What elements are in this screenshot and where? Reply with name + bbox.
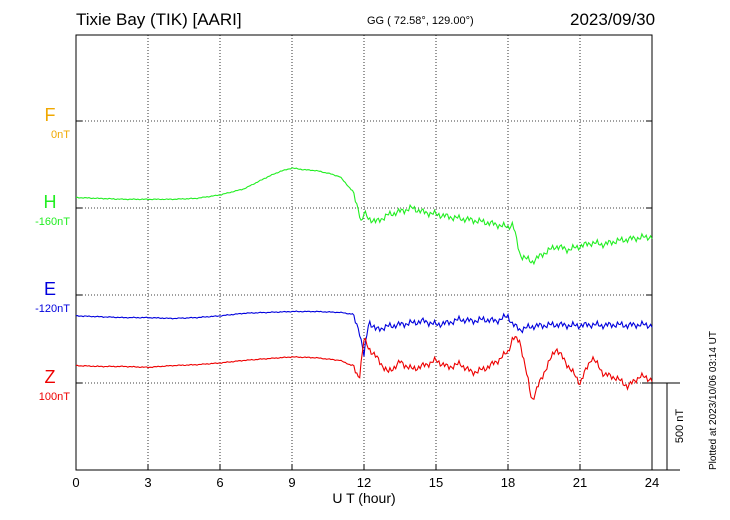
component-baseline: 0nT bbox=[51, 129, 70, 141]
x-tick-label: 3 bbox=[144, 475, 151, 490]
component-letter: E bbox=[44, 279, 56, 299]
component-letter: F bbox=[45, 105, 56, 125]
x-tick-label: 12 bbox=[357, 475, 371, 490]
scale-bar-label: 500 nT bbox=[674, 409, 686, 444]
series-h-line bbox=[75, 167, 653, 266]
x-tick-label: 21 bbox=[573, 475, 587, 490]
x-tick-label: 15 bbox=[429, 475, 443, 490]
series-z-line bbox=[75, 335, 653, 400]
x-axis-title: U T (hour) bbox=[332, 490, 395, 506]
x-axis: 0 3 6 9 12 15 18 21 24 bbox=[72, 120, 659, 490]
component-letter: Z bbox=[45, 367, 56, 387]
plotted-timestamp: Plotted at 2023/10/06 03:14 UT bbox=[708, 331, 719, 470]
x-tick-label: 24 bbox=[645, 475, 659, 490]
x-tick-label: 0 bbox=[72, 475, 79, 490]
geographic-coordinates: GG ( 72.58°, 129.00°) bbox=[367, 15, 474, 27]
grid-lines bbox=[76, 35, 652, 470]
component-baseline: -120nT bbox=[35, 303, 70, 315]
x-tick-label: 9 bbox=[288, 475, 295, 490]
x-tick-label: 6 bbox=[216, 475, 223, 490]
x-tick-label: 18 bbox=[501, 475, 515, 490]
component-baseline: 100nT bbox=[39, 391, 70, 403]
component-labels: F 0nT H -160nT E -120nT Z 100nT bbox=[35, 105, 70, 403]
date-label: 2023/09/30 bbox=[570, 10, 656, 29]
component-letter: H bbox=[44, 192, 57, 212]
series-lines bbox=[75, 167, 653, 400]
scale-bar: 500 nT bbox=[642, 382, 686, 471]
series-e-line bbox=[75, 310, 653, 357]
component-baseline: -160nT bbox=[35, 216, 70, 228]
station-title: Tixie Bay (TIK) [AARI] bbox=[76, 10, 242, 29]
